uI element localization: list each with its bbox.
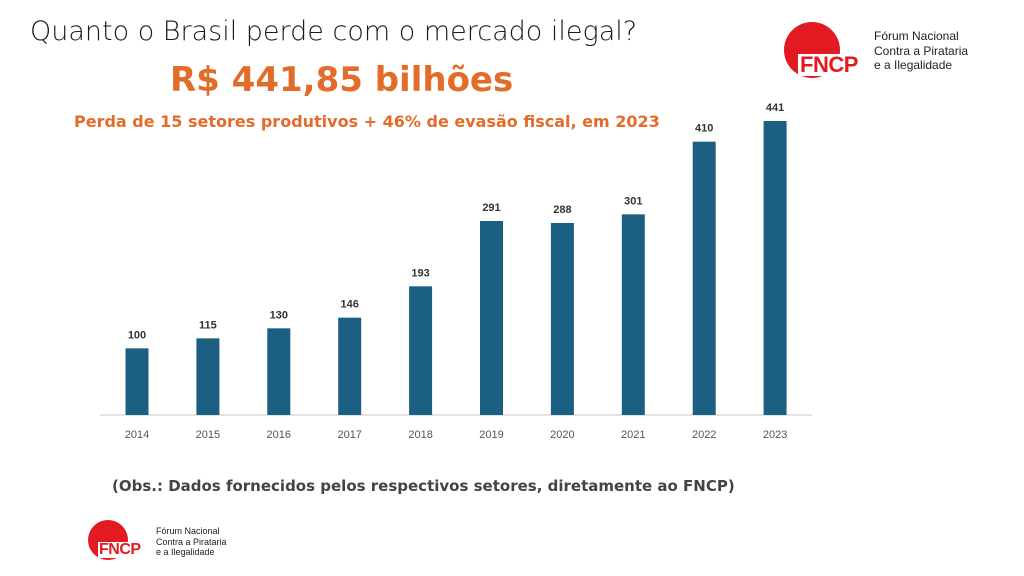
x-tick-label-2023: 2023: [763, 429, 787, 441]
bar-2019: [480, 221, 503, 415]
bar-2018: [409, 286, 433, 415]
data-label-2023: 441: [766, 102, 784, 114]
bar-2017: [338, 317, 362, 415]
logo-org-line-2: Contra a Pirataria: [874, 43, 969, 58]
data-label-2022: 410: [695, 123, 713, 135]
data-label-2017: 146: [341, 299, 359, 311]
logo-org-line-3: e a Ilegalidade: [156, 547, 215, 558]
bar-2023: [763, 121, 787, 415]
data-label-2014: 100: [128, 329, 146, 341]
logo-org-name: Fórum Nacional Contra a Pirataria e a Il…: [874, 29, 968, 72]
data-label-2020: 288: [553, 204, 571, 216]
headline-total: R$ 441,85 bilhões: [170, 60, 514, 100]
x-tick-label-2014: 2014: [125, 429, 149, 441]
logo-org-line-1: Fórum Nacional: [156, 525, 220, 536]
page-title: Quanto o Brasil perde com o mercado ileg…: [30, 16, 638, 47]
source-note: (Obs.: Dados fornecidos pelos respectivo…: [112, 477, 735, 495]
data-label-2021: 301: [624, 195, 642, 207]
bar-2014: [125, 348, 149, 415]
data-label-2019: 291: [482, 202, 500, 214]
page-subtitle: Perda de 15 setores produtivos + 46% de …: [74, 112, 660, 131]
x-tick-label-2018: 2018: [408, 429, 432, 441]
logo-org-line-3: e a Ilegalidade: [874, 58, 953, 73]
x-tick-label-2015: 2015: [196, 429, 220, 441]
logo-org-line-1: Fórum Nacional: [874, 29, 959, 44]
fncp-logo-mark: FNCP: [784, 22, 870, 80]
data-label-2016: 130: [270, 309, 288, 321]
x-tick-label-2022: 2022: [692, 429, 716, 441]
x-tick-label-2016: 2016: [267, 429, 291, 441]
bar-2020: [550, 223, 574, 415]
fncp-logo-mark: FNCP: [88, 520, 154, 564]
logo-org-name: Fórum Nacional Contra a Pirataria e a Il…: [156, 526, 227, 558]
x-tick-label-2017: 2017: [337, 429, 361, 441]
fncp-logo-top: FNCP Fórum Nacional Contra a Pirataria e…: [784, 22, 968, 80]
bar-2016: [267, 328, 291, 415]
fncp-logo-bottom: FNCP Fórum Nacional Contra a Pirataria e…: [88, 520, 227, 564]
logo-brand-text: FNCP: [798, 52, 860, 77]
data-label-2015: 115: [199, 319, 217, 331]
x-tick-label-2020: 2020: [550, 429, 574, 441]
data-label-2018: 193: [411, 267, 429, 279]
bar-2022: [692, 141, 716, 415]
logo-brand-text: FNCP: [98, 541, 142, 558]
x-tick-label-2019: 2019: [479, 429, 503, 441]
x-tick-label-2021: 2021: [621, 429, 645, 441]
bar-2021: [621, 214, 645, 415]
bar-2015: [196, 338, 220, 415]
logo-org-line-2: Contra a Pirataria: [156, 536, 227, 547]
